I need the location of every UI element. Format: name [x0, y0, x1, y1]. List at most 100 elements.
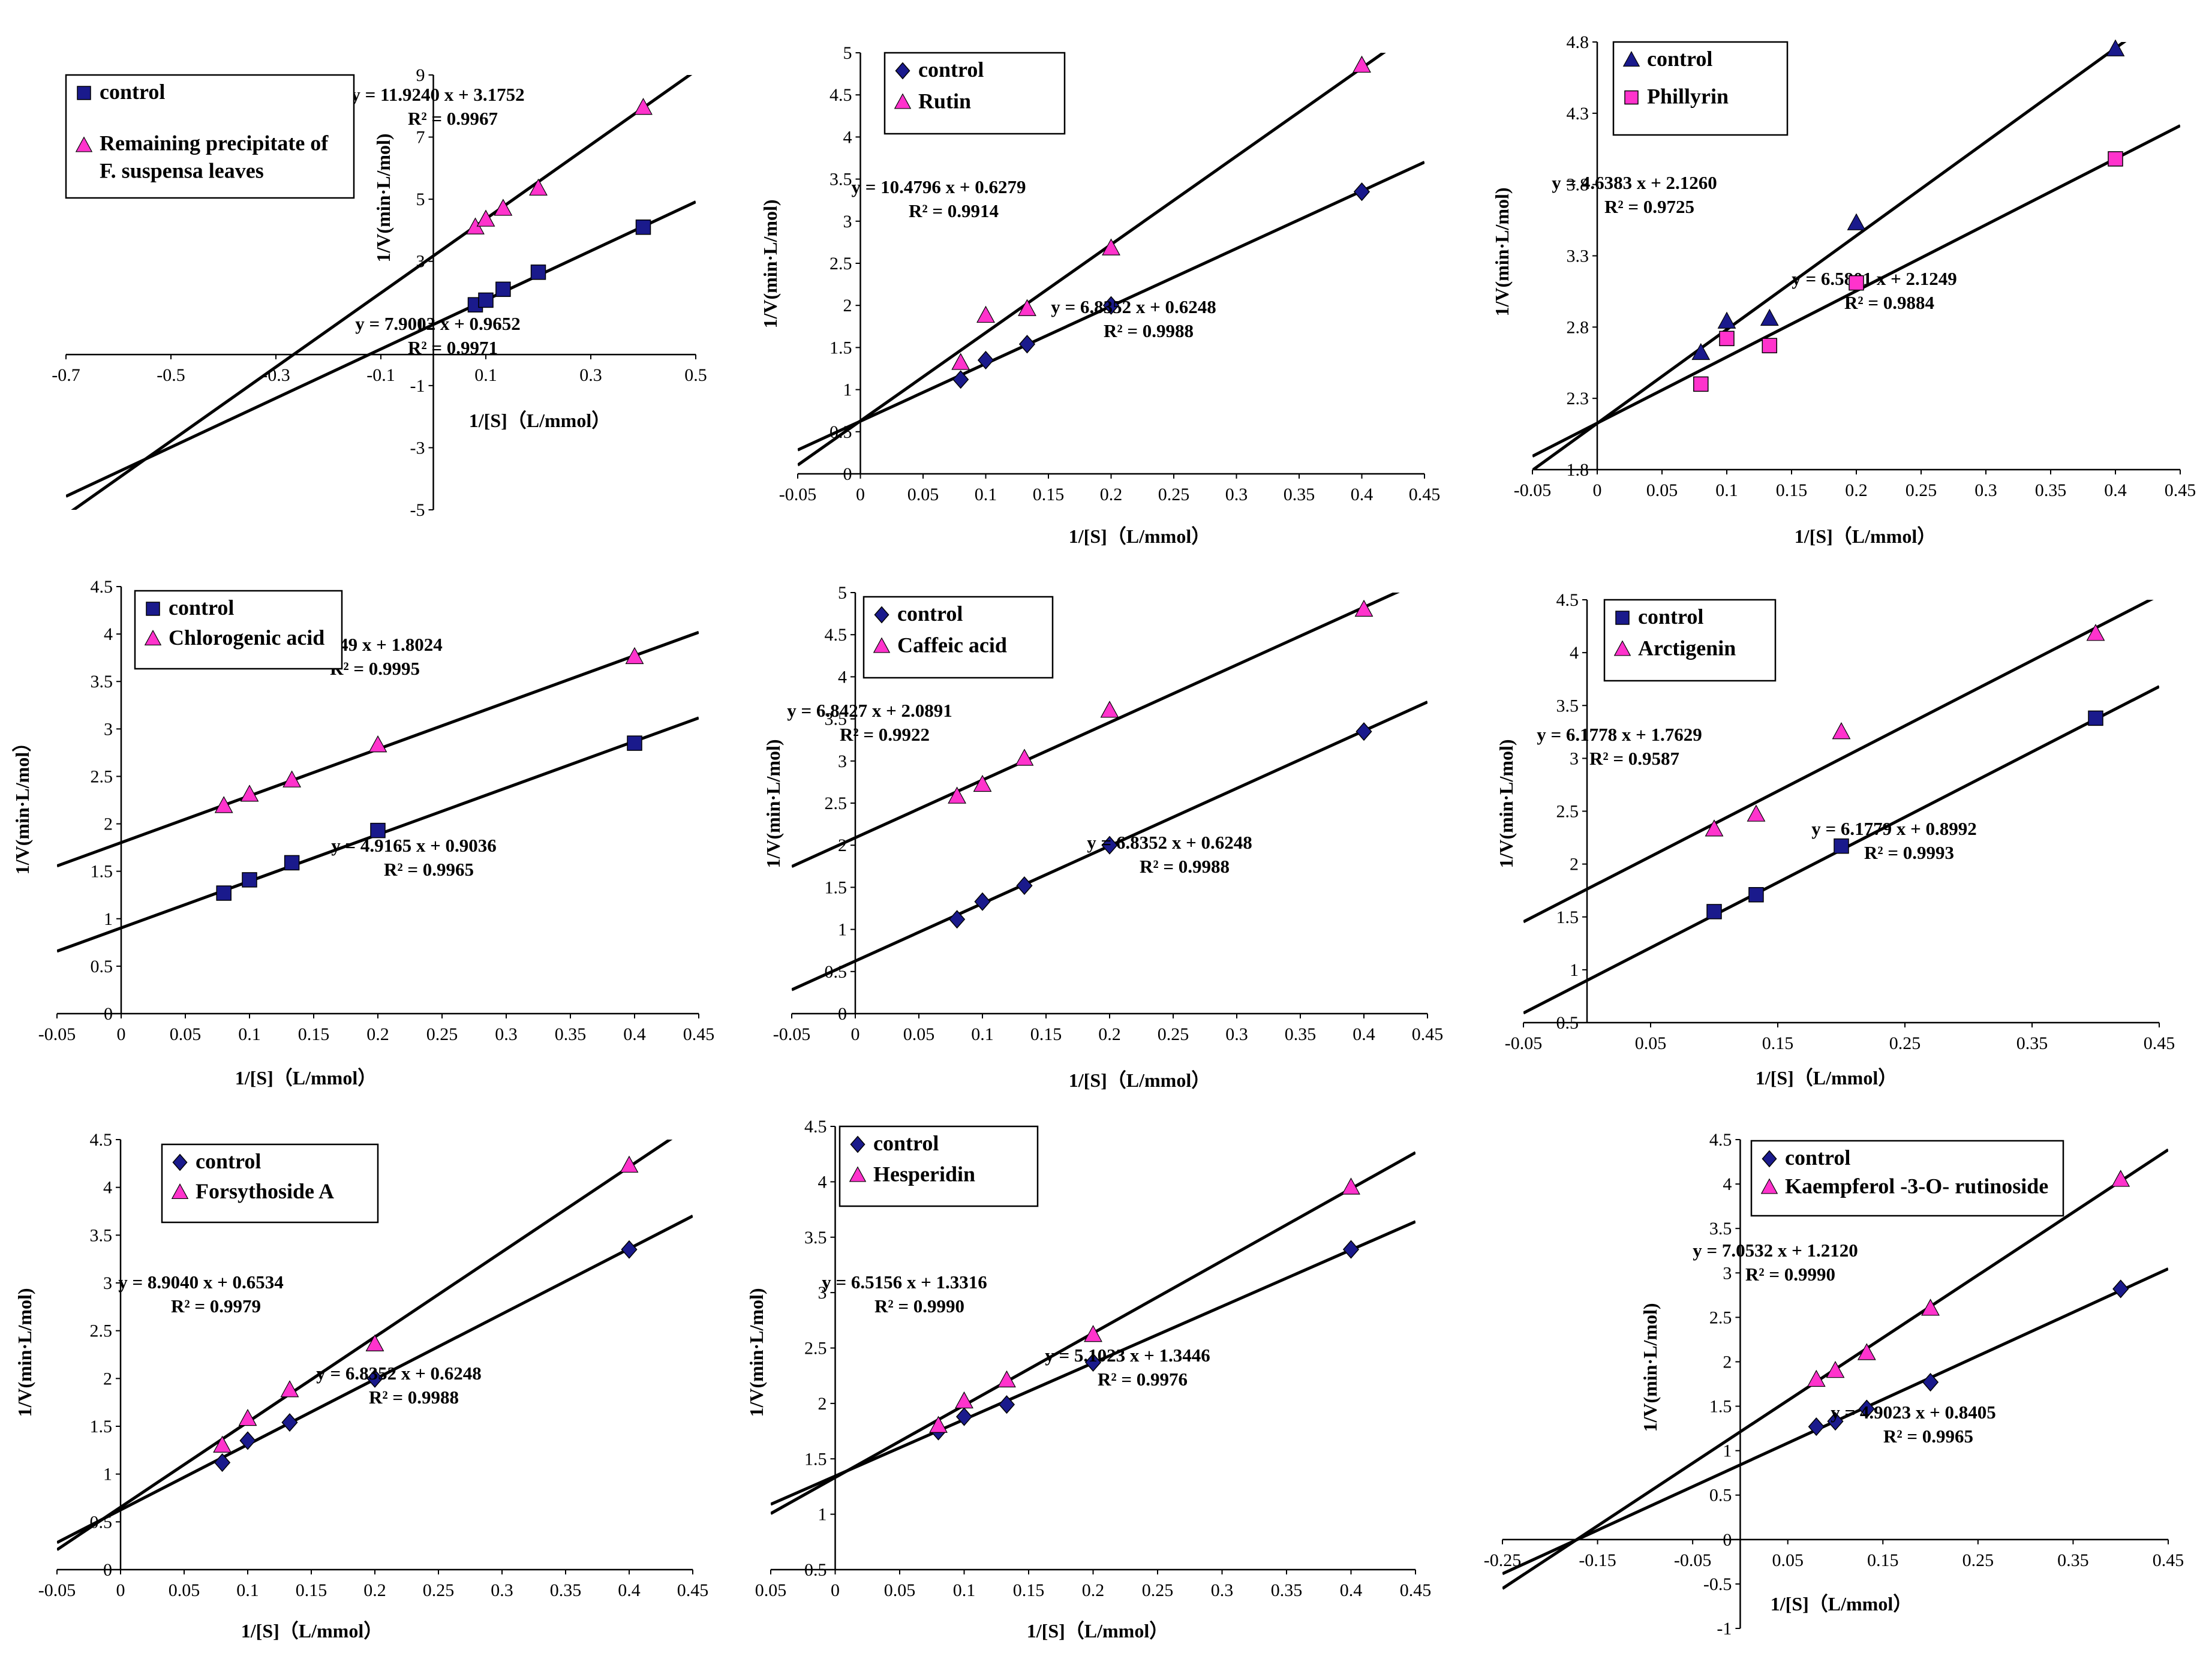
y-tick-label: 1.5: [90, 1417, 113, 1436]
y-tick-label: 2: [838, 835, 847, 855]
legend-box: [1750, 1140, 2064, 1217]
r-squared-label: R² = 0.9995: [330, 658, 420, 679]
x-tick-label: 0.05: [907, 485, 939, 504]
data-point: [280, 1380, 299, 1397]
x-axis-label: 1/[S]（L/mmol）: [1771, 1593, 1912, 1615]
y-tick-label: 1.5: [830, 338, 852, 357]
data-point: [1691, 342, 1711, 360]
x-tick-label: 0.25: [1158, 485, 1190, 504]
r-squared-label: R² = 0.9971: [408, 337, 498, 358]
data-point: [1747, 804, 1766, 822]
y-tick-label: 1: [103, 1465, 112, 1484]
series-0: y = 5.1023 x + 1.3446 R² = 0.9976: [771, 1220, 1415, 1506]
y-tick-label: 1: [818, 1505, 827, 1525]
data-point: [495, 281, 511, 297]
x-tick-label: 0.35: [1271, 1580, 1303, 1600]
x-tick-label: -0.1: [366, 365, 395, 385]
series-0: y = 6.8352 x + 0.6248 R² = 0.9988: [798, 161, 1424, 452]
data-point: [1857, 1343, 1876, 1360]
equation-label: y = 4.6383 x + 2.1260: [1552, 172, 1717, 193]
x-tick-label: -0.05: [1674, 1550, 1712, 1570]
legend-label: control: [897, 602, 963, 626]
data-point: [1084, 1353, 1102, 1372]
data-point: [213, 1435, 232, 1453]
data-point: [1762, 338, 1778, 353]
y-tick-label: 3: [103, 1273, 112, 1293]
y-axis-label: 1/V(min·L/mol): [762, 739, 784, 868]
legend-label: control: [1647, 47, 1712, 71]
x-tick-label: 0.3: [1225, 485, 1248, 504]
r-squared-label: R² = 0.9988: [1140, 856, 1230, 877]
x-tick-label: 0.35: [1285, 1024, 1317, 1044]
equation-label: y = 7.9002 x + 0.9652: [355, 313, 521, 334]
data-point: [1084, 1325, 1102, 1342]
series-0: y = 4.9165 x + 0.9036 R² = 0.9965: [57, 716, 699, 953]
x-tick-label: 0.1: [474, 365, 497, 385]
y-tick-label: 2: [103, 1369, 112, 1388]
r-squared-label: R² = 0.9976: [1098, 1369, 1188, 1390]
y-tick-label: -3: [410, 438, 425, 458]
x-tick-label: 0.15: [1033, 485, 1065, 504]
series-1: y = 11.9240 x + 3.1752 R² = 0.9967: [71, 75, 693, 510]
equation-label: y = 11.9240 x + 3.1752: [351, 84, 524, 105]
data-point: [1018, 335, 1036, 354]
x-tick-label: 0.1: [238, 1024, 261, 1044]
data-point: [281, 1413, 298, 1432]
y-tick-label: 4: [1723, 1174, 1732, 1194]
equation-label: y = 5.1023 x + 1.3446: [1045, 1345, 1210, 1366]
legend-label: F. suspensa leaves: [100, 159, 264, 183]
y-tick-label: 2.8: [1567, 317, 1589, 337]
y-axis-label: 1/V(min·L/mol): [746, 1288, 767, 1417]
legend: control Chlorogenic acid: [134, 590, 343, 670]
fit-line: [1532, 124, 2180, 458]
equation-label: y = 6.8352 x + 0.6248: [316, 1363, 482, 1384]
y-axis-label: 1/V(min·L/mol): [759, 199, 781, 328]
equation-label: y = 10.4796 x + 0.6279: [851, 176, 1026, 197]
legend-marker: [849, 1166, 867, 1182]
data-point: [214, 1453, 231, 1472]
data-point: [2108, 151, 2123, 167]
legend-marker: [850, 1135, 865, 1153]
r-squared-label: R² = 0.9988: [369, 1387, 459, 1408]
x-tick-label: 0.4: [618, 1580, 641, 1600]
x-axis-label: 1/[S]（L/mmol）: [1069, 525, 1210, 547]
legend-box: [862, 596, 1054, 679]
y-tick-label: 3: [1723, 1263, 1732, 1283]
fit-line: [792, 593, 1400, 868]
data-point: [214, 796, 233, 813]
data-point: [1102, 296, 1120, 315]
y-tick-label: 3.5: [1709, 1219, 1732, 1239]
y-tick-label: 3: [843, 212, 852, 232]
chart-panel-5: -0.05 0 0.05 0.1 0.15 0.2 0.25 0.3 0.35 0.4 0.4500…: [762, 583, 1443, 1091]
x-tick-label: -0.7: [52, 365, 80, 385]
x-tick-label: -0.05: [773, 1024, 811, 1044]
x-tick-label: 0.05: [903, 1024, 935, 1044]
data-point: [530, 265, 546, 280]
y-tick-label: -5: [410, 500, 425, 520]
y-tick-label: 4: [818, 1172, 827, 1192]
chart-panel-2: -0.05 0 0.05 0.1 0.15 0.2 0.25 0.3 0.35 0.4 0.4500…: [759, 43, 1440, 547]
legend-label: Kaempferol -3-O- rutinoside: [1785, 1174, 2048, 1198]
data-point: [1719, 330, 1735, 347]
x-tick-label: -0.05: [38, 1024, 76, 1044]
data-point: [476, 209, 495, 227]
legend-marker: [873, 637, 891, 653]
legend-label: control: [196, 1149, 261, 1173]
y-tick-label: 3.8: [1567, 175, 1589, 195]
fit-line: [66, 200, 696, 498]
y-tick-label: 0: [1723, 1530, 1732, 1550]
data-point: [1100, 701, 1119, 718]
data-point: [2112, 1279, 2129, 1299]
y-tick-label: 1: [1570, 960, 1579, 980]
data-point: [1706, 904, 1722, 919]
y-tick-label: 3: [818, 1283, 827, 1303]
x-tick-label: 0.2: [1082, 1580, 1105, 1600]
x-tick-label: 0.35: [555, 1024, 587, 1044]
y-tick-label: 1.5: [1556, 907, 1579, 927]
y-tick-label: 5: [843, 43, 852, 63]
y-tick-label: 2.5: [1556, 802, 1579, 822]
x-tick-label: -0.05: [1505, 1033, 1543, 1053]
x-tick-label: 0.05: [1772, 1550, 1804, 1570]
series-0: y = 6.8352 x + 0.6248 R² = 0.9988: [57, 1215, 693, 1544]
series-1: y = 7.0532 x + 1.2120 R² = 0.9990: [1502, 1148, 2168, 1590]
